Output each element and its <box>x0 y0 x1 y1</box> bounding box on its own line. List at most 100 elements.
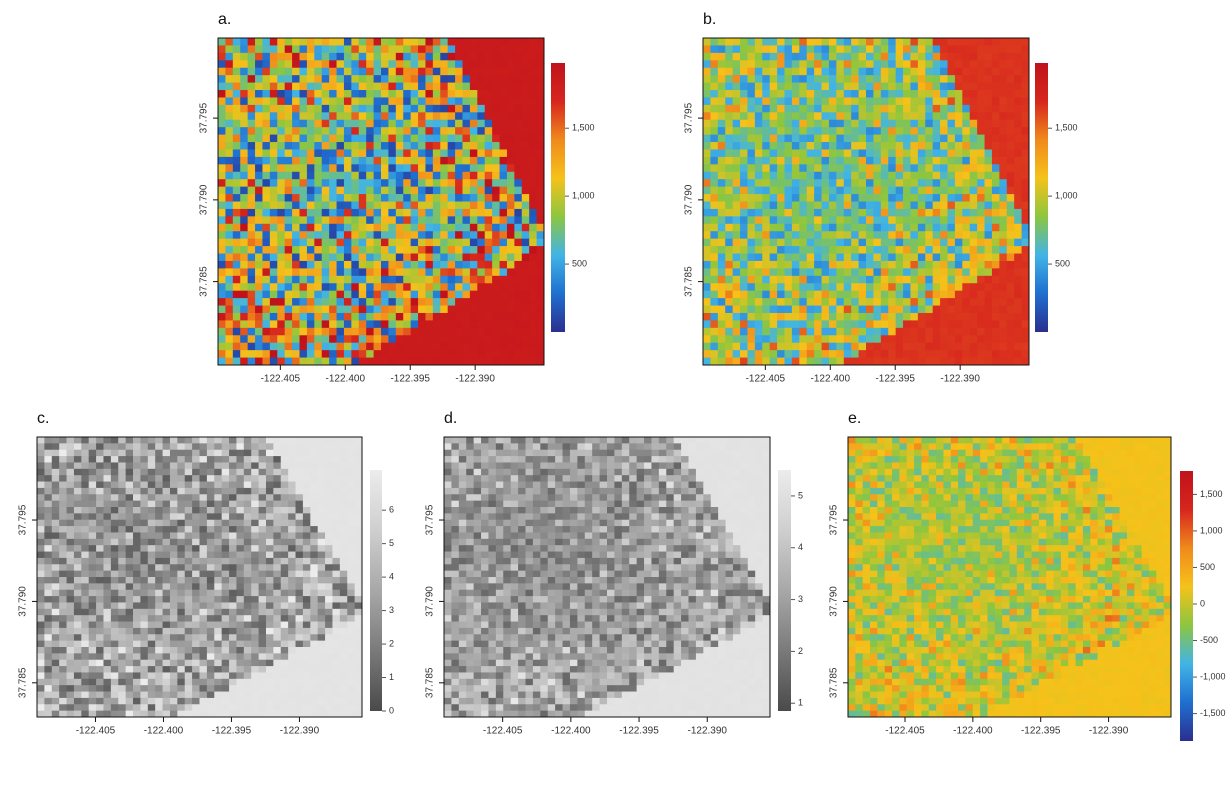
raster-cell <box>418 320 426 328</box>
raster-cell <box>248 246 256 254</box>
raster-cell <box>903 90 911 98</box>
raster-cell <box>970 335 978 343</box>
raster-cell <box>492 246 500 254</box>
raster-cell <box>307 320 315 328</box>
raster-cell <box>925 306 933 314</box>
raster-cell <box>881 105 889 113</box>
raster-cell <box>300 298 308 306</box>
raster-cell <box>240 38 248 46</box>
raster-cell <box>300 164 308 172</box>
raster-cell <box>896 187 904 195</box>
raster-cell <box>507 268 515 276</box>
raster-cell <box>277 97 285 105</box>
raster-cell <box>329 60 337 68</box>
raster-cell <box>52 564 60 571</box>
raster-cell <box>340 520 348 527</box>
raster-cell <box>170 526 178 533</box>
x-tick-label: -122.390 <box>455 374 495 385</box>
raster-cell <box>762 268 770 276</box>
raster-cell <box>403 157 411 165</box>
raster-cell <box>463 149 471 157</box>
raster-cell <box>940 75 948 83</box>
raster-cell <box>366 254 374 262</box>
raster-cell <box>836 224 844 232</box>
raster-cell <box>740 149 748 157</box>
raster-cell <box>718 358 726 366</box>
raster-cell <box>537 328 545 336</box>
raster-cell <box>381 53 389 61</box>
raster-cell <box>351 246 359 254</box>
raster-cell <box>314 127 322 135</box>
raster-cell <box>396 216 404 224</box>
raster-cell <box>925 105 933 113</box>
raster-cell <box>1014 224 1022 232</box>
raster-cell <box>851 276 859 284</box>
raster-cell <box>200 545 208 552</box>
raster-cell <box>200 513 208 520</box>
raster-cell <box>529 60 537 68</box>
raster-cell <box>218 291 226 299</box>
raster-cell <box>507 335 515 343</box>
raster-cell <box>248 202 256 210</box>
raster-cell <box>303 475 311 482</box>
raster-cell <box>977 157 985 165</box>
raster-cell <box>762 45 770 53</box>
raster-cell <box>910 358 918 366</box>
raster-cell <box>177 571 185 578</box>
raster-cell <box>418 216 426 224</box>
raster-cell <box>340 456 348 463</box>
raster-cell <box>910 335 918 343</box>
raster-cell <box>310 583 318 590</box>
raster-cell <box>329 53 337 61</box>
raster-cell <box>799 53 807 61</box>
raster-cell <box>103 590 111 597</box>
raster-cell <box>463 179 471 187</box>
raster-cell <box>455 105 463 113</box>
raster-cell <box>314 209 322 217</box>
raster-cell <box>140 488 148 495</box>
raster-cell <box>277 45 285 53</box>
raster-cell <box>214 456 222 463</box>
raster-cell <box>185 450 193 457</box>
raster-cell <box>873 97 881 105</box>
raster-cell <box>448 172 456 180</box>
raster-cell <box>822 343 830 351</box>
raster-cell <box>859 313 867 321</box>
raster-cell <box>96 590 104 597</box>
raster-cell <box>403 90 411 98</box>
raster-cell <box>329 38 337 46</box>
raster-cell <box>799 291 807 299</box>
raster-cell <box>344 335 352 343</box>
raster-cell <box>329 231 337 239</box>
raster-cell <box>514 127 522 135</box>
raster-cell <box>807 112 815 120</box>
raster-cell <box>463 60 471 68</box>
raster-cell <box>999 187 1007 195</box>
raster-cell <box>866 127 874 135</box>
raster-cell <box>500 60 508 68</box>
raster-cell <box>814 38 822 46</box>
raster-cell <box>307 187 315 195</box>
raster-cell <box>703 97 711 105</box>
raster-cell <box>233 75 241 83</box>
raster-cell <box>388 209 396 217</box>
raster-cell <box>777 268 785 276</box>
raster-cell <box>725 224 733 232</box>
raster-cell <box>374 306 382 314</box>
raster-cell <box>859 335 867 343</box>
raster-cell <box>133 437 141 444</box>
raster-cell <box>225 224 233 232</box>
raster-cell <box>807 246 815 254</box>
raster-cell <box>910 246 918 254</box>
raster-cell <box>111 583 119 590</box>
raster-cell <box>955 298 963 306</box>
raster-cell <box>866 149 874 157</box>
raster-cell <box>814 224 822 232</box>
raster-cell <box>207 539 215 546</box>
raster-cell <box>918 224 926 232</box>
raster-cell <box>866 60 874 68</box>
raster-cell <box>873 149 881 157</box>
raster-cell <box>332 545 340 552</box>
raster-cell <box>355 513 363 520</box>
raster-cell <box>522 38 530 46</box>
